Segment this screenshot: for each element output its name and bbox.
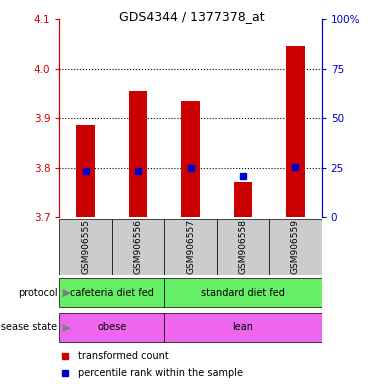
Text: lean: lean — [232, 322, 254, 333]
Text: percentile rank within the sample: percentile rank within the sample — [78, 368, 243, 378]
Bar — [129, 91, 147, 217]
Bar — [59, 278, 164, 308]
Bar — [217, 219, 269, 275]
Text: cafeteria diet fed: cafeteria diet fed — [70, 288, 154, 298]
Text: ▶: ▶ — [59, 288, 71, 298]
Text: disease state: disease state — [0, 322, 57, 333]
Text: obese: obese — [97, 322, 126, 333]
Bar — [269, 219, 322, 275]
Bar — [164, 313, 322, 342]
Bar — [286, 46, 304, 217]
Text: GSM906558: GSM906558 — [239, 219, 247, 274]
Bar — [112, 219, 164, 275]
Bar — [164, 278, 322, 308]
Text: standard diet fed: standard diet fed — [201, 288, 285, 298]
Bar — [77, 126, 95, 217]
Text: protocol: protocol — [18, 288, 57, 298]
Text: transformed count: transformed count — [78, 351, 169, 361]
Bar — [182, 101, 200, 217]
Text: GSM906559: GSM906559 — [291, 219, 300, 274]
Text: ▶: ▶ — [59, 322, 71, 333]
Bar — [59, 313, 164, 342]
Text: GSM906555: GSM906555 — [81, 219, 90, 274]
Bar — [164, 219, 217, 275]
Text: GSM906556: GSM906556 — [134, 219, 142, 274]
Bar — [234, 182, 252, 217]
Text: GSM906557: GSM906557 — [186, 219, 195, 274]
Bar — [59, 219, 112, 275]
Text: GDS4344 / 1377378_at: GDS4344 / 1377378_at — [119, 10, 264, 23]
